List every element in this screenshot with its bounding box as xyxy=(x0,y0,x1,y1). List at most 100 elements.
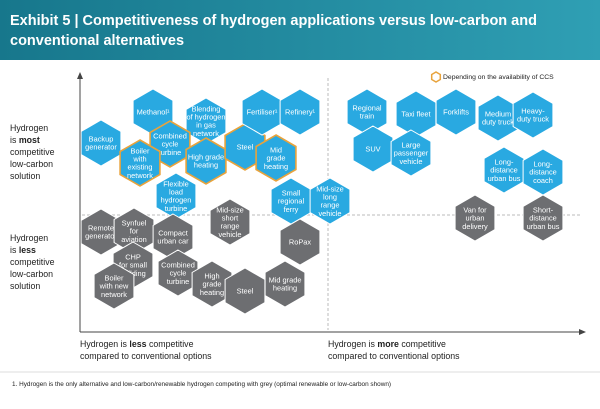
node-label-line: grade xyxy=(267,154,286,163)
hexagon xyxy=(390,129,432,177)
node-label-line: range xyxy=(221,222,240,231)
label: compared to conventional options xyxy=(80,351,212,361)
label: low-carbon xyxy=(10,159,53,169)
node-label: Forklifts xyxy=(443,108,469,117)
hexagon xyxy=(80,119,122,167)
node: RoPax xyxy=(279,218,321,266)
node-label-line: heating xyxy=(200,288,224,297)
label: compared to conventional options xyxy=(328,351,460,361)
node-label-line: regional xyxy=(278,197,305,206)
node-label-line: Combined xyxy=(153,131,187,140)
node: Heavy-duty truck xyxy=(512,91,554,139)
label: competitive xyxy=(10,257,55,267)
node-label: Refinery¹ xyxy=(285,108,316,117)
node: High grade heating xyxy=(185,137,227,185)
node-label-line: Boiler xyxy=(105,273,124,282)
label: solution xyxy=(10,281,40,291)
node-label-line: turbine xyxy=(165,204,188,213)
node-label-line: Regional xyxy=(352,104,382,113)
label-emphasis: less xyxy=(129,339,146,349)
node: Large passenger vehicle xyxy=(390,129,432,177)
node-label-line: Forklifts xyxy=(443,108,469,117)
node-label-line: urban xyxy=(466,214,485,223)
hexagon xyxy=(191,260,233,308)
hexagon xyxy=(119,139,161,187)
node: Blending of hydrogen in gas network xyxy=(185,97,227,145)
node: Steel xyxy=(224,123,266,171)
node-label-line: ferry xyxy=(284,205,299,214)
label: competitive xyxy=(401,339,446,349)
node-label-line: duty truck xyxy=(517,115,549,124)
node-label-line: train xyxy=(360,112,374,121)
hexagon xyxy=(352,125,394,173)
node-label-line: vehicle xyxy=(218,230,241,239)
node: Boiler with new network xyxy=(93,262,135,310)
label: Hydrogen is less competitive xyxy=(80,339,194,349)
node-label-line: SUV xyxy=(365,145,380,154)
hexagon xyxy=(157,249,199,297)
node-label-line: Long- xyxy=(495,157,514,166)
label-emphasis: most xyxy=(19,135,40,145)
node-label-line: Synfuel xyxy=(122,218,147,227)
node-label-line: network xyxy=(101,290,127,299)
title-line: Exhibit 5 | Competitiveness of hydrogen … xyxy=(10,13,537,29)
node-label-line: urban car xyxy=(157,237,189,246)
node-label-line: High xyxy=(204,271,219,280)
node-label-line: Methanol¹ xyxy=(137,108,170,117)
node-label: Fertiliser¹ xyxy=(247,108,278,117)
node: SUV xyxy=(352,125,394,173)
node-label-line: heating xyxy=(273,284,297,293)
node: High grade heating xyxy=(191,260,233,308)
label: solution xyxy=(10,171,40,181)
node-label-line: High grade xyxy=(188,153,224,162)
node-label-line: Boiler xyxy=(131,146,150,155)
node-label: Taxi fleet xyxy=(401,110,430,119)
node-label: Synfuel for aviation xyxy=(121,218,146,243)
label: Hydrogen is xyxy=(328,339,376,349)
node-label-line: cycle xyxy=(170,269,187,278)
node-label-line: passenger xyxy=(394,149,429,158)
label: Hydrogen is xyxy=(80,339,128,349)
hexagon xyxy=(93,262,135,310)
node-label-line: Steel xyxy=(237,287,254,296)
node-label-line: long xyxy=(323,193,337,202)
hexagon xyxy=(454,194,496,242)
node: Small regional ferry xyxy=(270,177,312,225)
node-label-line: distance xyxy=(490,166,518,175)
node-label-line: Backup xyxy=(89,135,114,144)
node-label-line: Heavy- xyxy=(521,107,545,116)
node-label: RoPax xyxy=(289,238,311,247)
node-label-line: heating xyxy=(194,161,218,170)
node-label-line: turbine xyxy=(167,277,190,286)
node-label: Mid grade heating xyxy=(264,145,288,170)
node-label-line: for xyxy=(130,227,139,236)
node-label-line: short xyxy=(222,214,238,223)
node-label: SUV xyxy=(365,145,380,154)
node-label: Compact urban car xyxy=(157,229,189,246)
node-label-line: vehicle xyxy=(399,157,422,166)
node-label-line: network xyxy=(127,171,153,180)
label: competitive xyxy=(10,147,55,157)
node-label-line: Mid-size xyxy=(216,205,244,214)
label: Hydrogen xyxy=(10,123,48,133)
node-label-line: Taxi fleet xyxy=(401,110,430,119)
node-label: Long-distance coach xyxy=(529,159,557,184)
node-label-line: load xyxy=(169,188,183,197)
node-label: Regional train xyxy=(352,104,382,121)
node-label: Blending of hydrogen in gas network xyxy=(186,104,225,138)
node-label: Small regional ferry xyxy=(278,188,305,213)
node: Long-distance urban bus xyxy=(483,146,525,194)
node-label: Steel xyxy=(237,143,254,152)
node: Mid-size long range vehicle xyxy=(309,177,351,225)
node-label-line: heating xyxy=(264,162,288,171)
node-label-line: for small xyxy=(119,261,147,270)
hexagon xyxy=(209,198,251,246)
label: Hydrogen xyxy=(10,233,48,243)
node-label-line: distance xyxy=(529,214,557,223)
node-label-line: turbine xyxy=(159,148,182,157)
node-label-line: range xyxy=(321,201,340,210)
node-label-line: urban bus xyxy=(527,222,560,231)
node-label: Large passenger vehicle xyxy=(394,140,429,165)
label: Hydrogen is more competitive xyxy=(328,339,446,349)
